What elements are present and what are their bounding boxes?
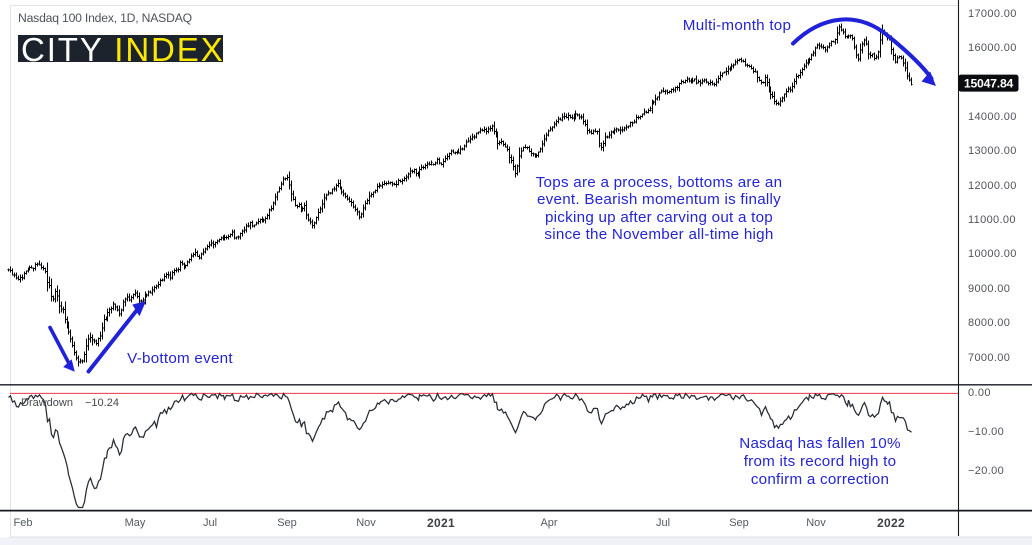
- svg-text:15047.84: 15047.84: [964, 76, 1014, 90]
